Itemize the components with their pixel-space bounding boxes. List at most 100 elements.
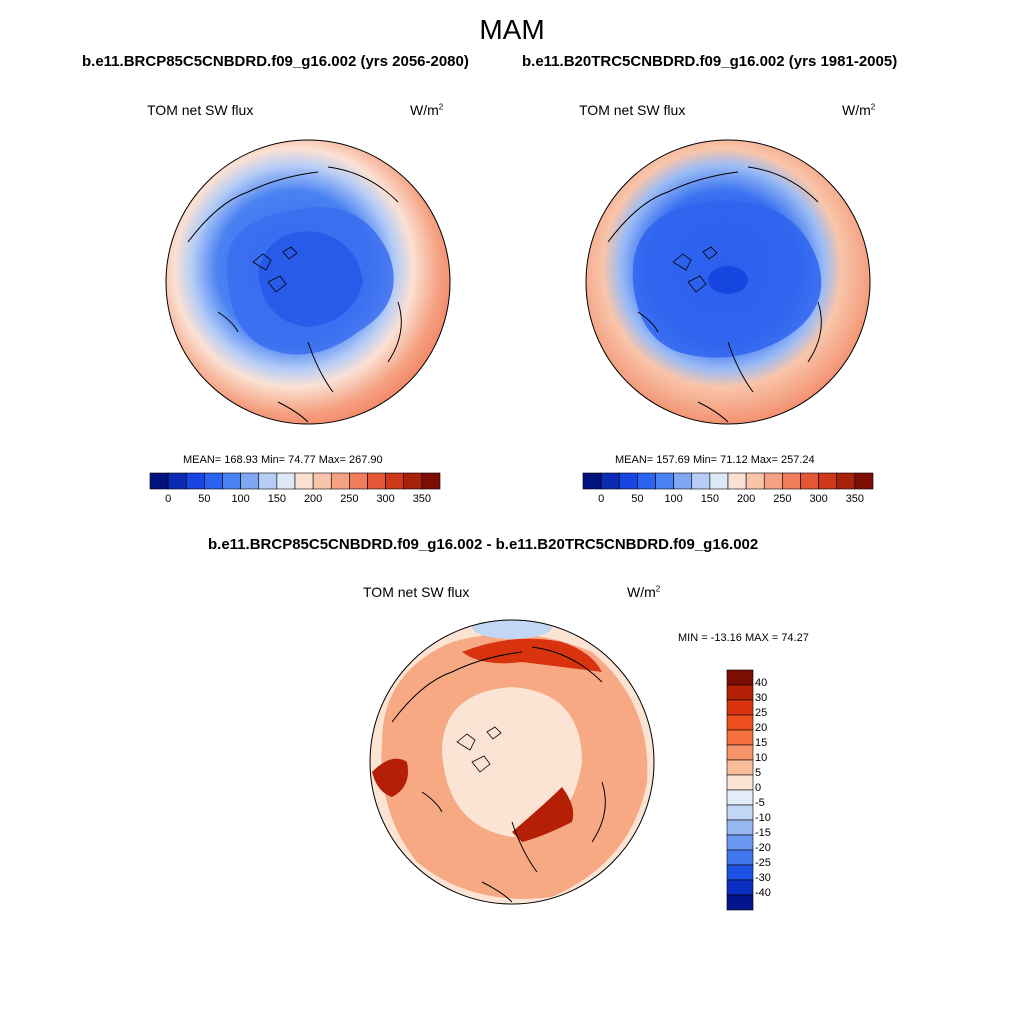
panel3-stats: MIN = -13.16 MAX = 74.27 — [678, 632, 809, 644]
colorbar-swatch — [745, 472, 765, 490]
colorbar-tick-label: 0 — [755, 782, 762, 794]
colorbar-tick-label: -10 — [755, 812, 771, 824]
colorbar-swatch — [726, 684, 754, 701]
map-panel-historical — [585, 139, 871, 425]
colorbar-swatch — [726, 714, 754, 731]
colorbar-tick-label: 0 — [165, 493, 172, 505]
colorbar-panel3 — [726, 669, 754, 911]
colorbar-swatch — [294, 472, 314, 490]
panel3-variable-label: TOM net SW flux — [363, 584, 470, 600]
figure-title: MAM — [479, 14, 545, 45]
colorbar-swatch — [800, 472, 819, 490]
map3-coastline — [391, 646, 606, 903]
map3-strong-warm-band-north — [462, 638, 602, 672]
colorbar-swatch — [204, 472, 223, 490]
colorbar-tick-label: -15 — [755, 827, 771, 839]
colorbar-swatch — [240, 472, 260, 490]
colorbar-swatch — [691, 472, 711, 490]
map2-boundary — [585, 139, 871, 425]
colorbar-swatch — [726, 789, 754, 806]
map-panel-rcp85 — [165, 139, 451, 425]
colorbar-tick-label: 150 — [700, 493, 720, 505]
map3-boundary — [369, 619, 655, 905]
colorbar-tick-label: 250 — [340, 493, 359, 505]
colorbar-tick-label: -5 — [755, 797, 765, 809]
colorbar-swatch — [818, 472, 838, 490]
map2-islands — [672, 246, 718, 293]
colorbar-swatch — [726, 774, 754, 791]
colorbar-tick-label: 30 — [755, 692, 768, 704]
map1-boundary — [165, 139, 451, 425]
colorbar-swatch — [330, 472, 350, 490]
map1-islands — [252, 246, 298, 293]
colorbar-swatch — [312, 472, 332, 490]
colorbar-tick-label: 15 — [755, 737, 768, 749]
colorbar-swatch — [727, 472, 747, 490]
colorbar-panel2 — [582, 472, 874, 490]
colorbar-swatch — [836, 472, 856, 490]
diff-title: b.e11.BRCP85C5CNBDRD.f09_g16.002 - b.e11… — [208, 536, 759, 553]
map3-strong-warm-band-west — [372, 758, 408, 797]
colorbar-tick-label: 10 — [755, 752, 768, 764]
colorbar-swatch — [726, 879, 754, 896]
colorbar-swatch — [726, 804, 754, 821]
colorbar-tick-label: -25 — [755, 857, 771, 869]
colorbar-swatch — [367, 472, 386, 490]
panel3-units-label: W/m2 — [627, 584, 661, 600]
colorbar-panel1-ticks: 0 50 100 150 200 250 300 350 — [150, 493, 440, 509]
panel2-stats: MEAN= 157.69 Min= 71.12 Max= 257.24 — [615, 454, 815, 466]
colorbar-swatch — [258, 472, 278, 490]
colorbar-swatch — [782, 472, 801, 490]
colorbar-swatch — [726, 819, 754, 836]
colorbar-swatch — [726, 864, 754, 881]
colorbar-swatch — [763, 472, 783, 490]
colorbar-tick-label: 40 — [755, 677, 768, 689]
map1-coastline — [187, 166, 402, 423]
colorbar-swatch — [349, 472, 368, 490]
colorbar-swatch — [726, 729, 754, 746]
colorbar-swatch — [385, 472, 405, 490]
colorbar-swatch — [854, 472, 874, 490]
colorbar-tick-label: 20 — [755, 722, 768, 734]
colorbar-swatch — [709, 472, 729, 490]
colorbar-swatch — [726, 834, 754, 851]
colorbar-tick-label: -40 — [755, 887, 771, 899]
colorbar-tick-label: 350 — [845, 493, 865, 505]
colorbar-swatch — [726, 744, 754, 761]
colorbar-swatch — [726, 699, 754, 716]
colorbar-tick-label: 5 — [755, 767, 762, 779]
map1-deep-ice-region — [258, 231, 363, 327]
colorbar-swatch — [637, 472, 656, 490]
colorbar-swatch — [582, 472, 602, 490]
colorbar-tick-label: 250 — [773, 493, 792, 505]
colorbar-swatch — [421, 472, 441, 490]
colorbar-tick-label: -20 — [755, 842, 771, 854]
colorbar-swatch — [618, 472, 638, 490]
colorbar-tick-label: 100 — [664, 493, 683, 505]
colorbar-swatch — [655, 472, 674, 490]
colorbar-tick-label: 50 — [198, 493, 211, 505]
case1-title: b.e11.BRCP85C5CNBDRD.f09_g16.002 (yrs 20… — [82, 53, 469, 70]
colorbar-swatch — [167, 472, 187, 490]
map3-strong-warm-band-east — [512, 787, 574, 842]
colorbar-tick-label: 50 — [631, 493, 644, 505]
map3-cool-patch — [472, 620, 552, 639]
colorbar-tick-label: 100 — [231, 493, 250, 505]
colorbar-panel2-ticks: 0 50 100 150 200 250 300 350 — [583, 493, 873, 509]
panel2-variable-label: TOM net SW flux — [579, 102, 686, 118]
case2-title: b.e11.B20TRC5CNBDRD.f09_g16.002 (yrs 198… — [522, 53, 898, 70]
colorbar-swatch — [726, 669, 754, 686]
colorbar-swatch — [726, 759, 754, 776]
colorbar-tick-label: 25 — [755, 707, 768, 719]
map2-coastline — [607, 166, 822, 423]
colorbar-tick-label: -30 — [755, 872, 771, 884]
colorbar-swatch — [403, 472, 423, 490]
colorbar-swatch — [673, 472, 693, 490]
colorbar-panel1 — [149, 472, 441, 490]
colorbar-swatch — [600, 472, 620, 490]
colorbar-tick-label: 150 — [267, 493, 287, 505]
panel1-units-label: W/m2 — [410, 102, 444, 118]
colorbar-tick-label: 300 — [809, 493, 828, 505]
colorbar-tick-label: 200 — [736, 493, 756, 505]
colorbar-swatch — [726, 849, 754, 866]
